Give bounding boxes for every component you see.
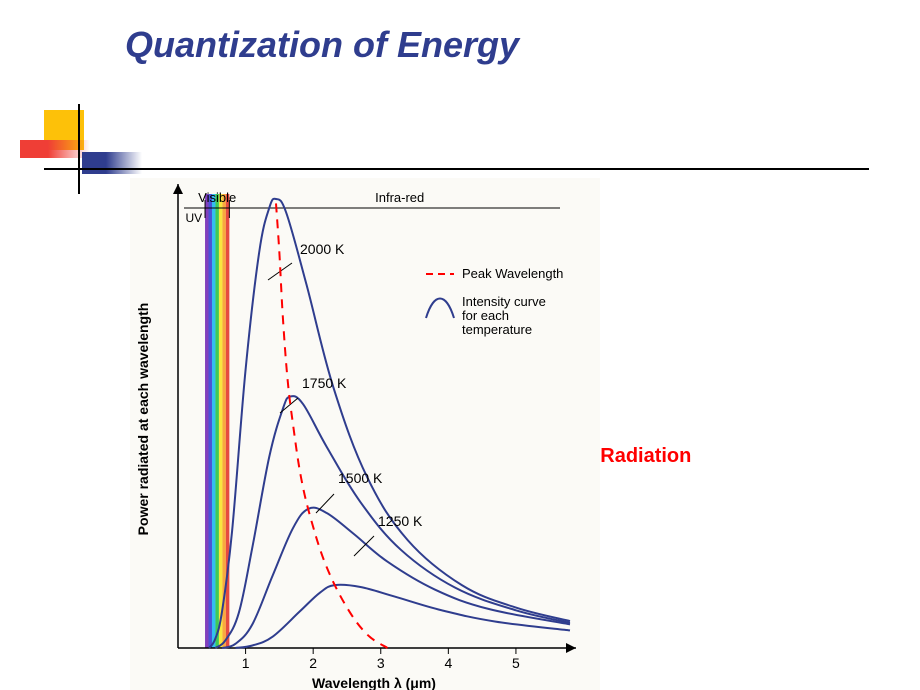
region-ir-label: Infra-red [375, 190, 424, 205]
y-axis-label: Power radiated at each wavelength [135, 303, 151, 536]
region-uv-label: UV [186, 211, 203, 225]
svg-text:4: 4 [444, 655, 452, 671]
svg-text:2: 2 [309, 655, 317, 671]
decor-blue-bar [82, 152, 142, 174]
curve-label: 1500 K [338, 470, 383, 486]
svg-text:5: 5 [512, 655, 520, 671]
curve-label: 1750 K [302, 375, 347, 391]
curve-label: 2000 K [300, 241, 345, 257]
page-title: Quantization of Energy [125, 24, 519, 66]
blackbody-chart: 1 2 3 4 5 Wavelength λ (μm) Power radiated at … [130, 178, 600, 690]
legend-peak-text: Peak Wavelength [462, 266, 563, 281]
x-axis-label: Wavelength λ (μm) [312, 675, 436, 690]
svg-text:3: 3 [377, 655, 385, 671]
region-visible-label: Visible [198, 190, 236, 205]
svg-text:1: 1 [242, 655, 250, 671]
decor-vline [78, 104, 80, 194]
curve-label: 1250 K [378, 513, 423, 529]
decor-hline [44, 168, 869, 170]
